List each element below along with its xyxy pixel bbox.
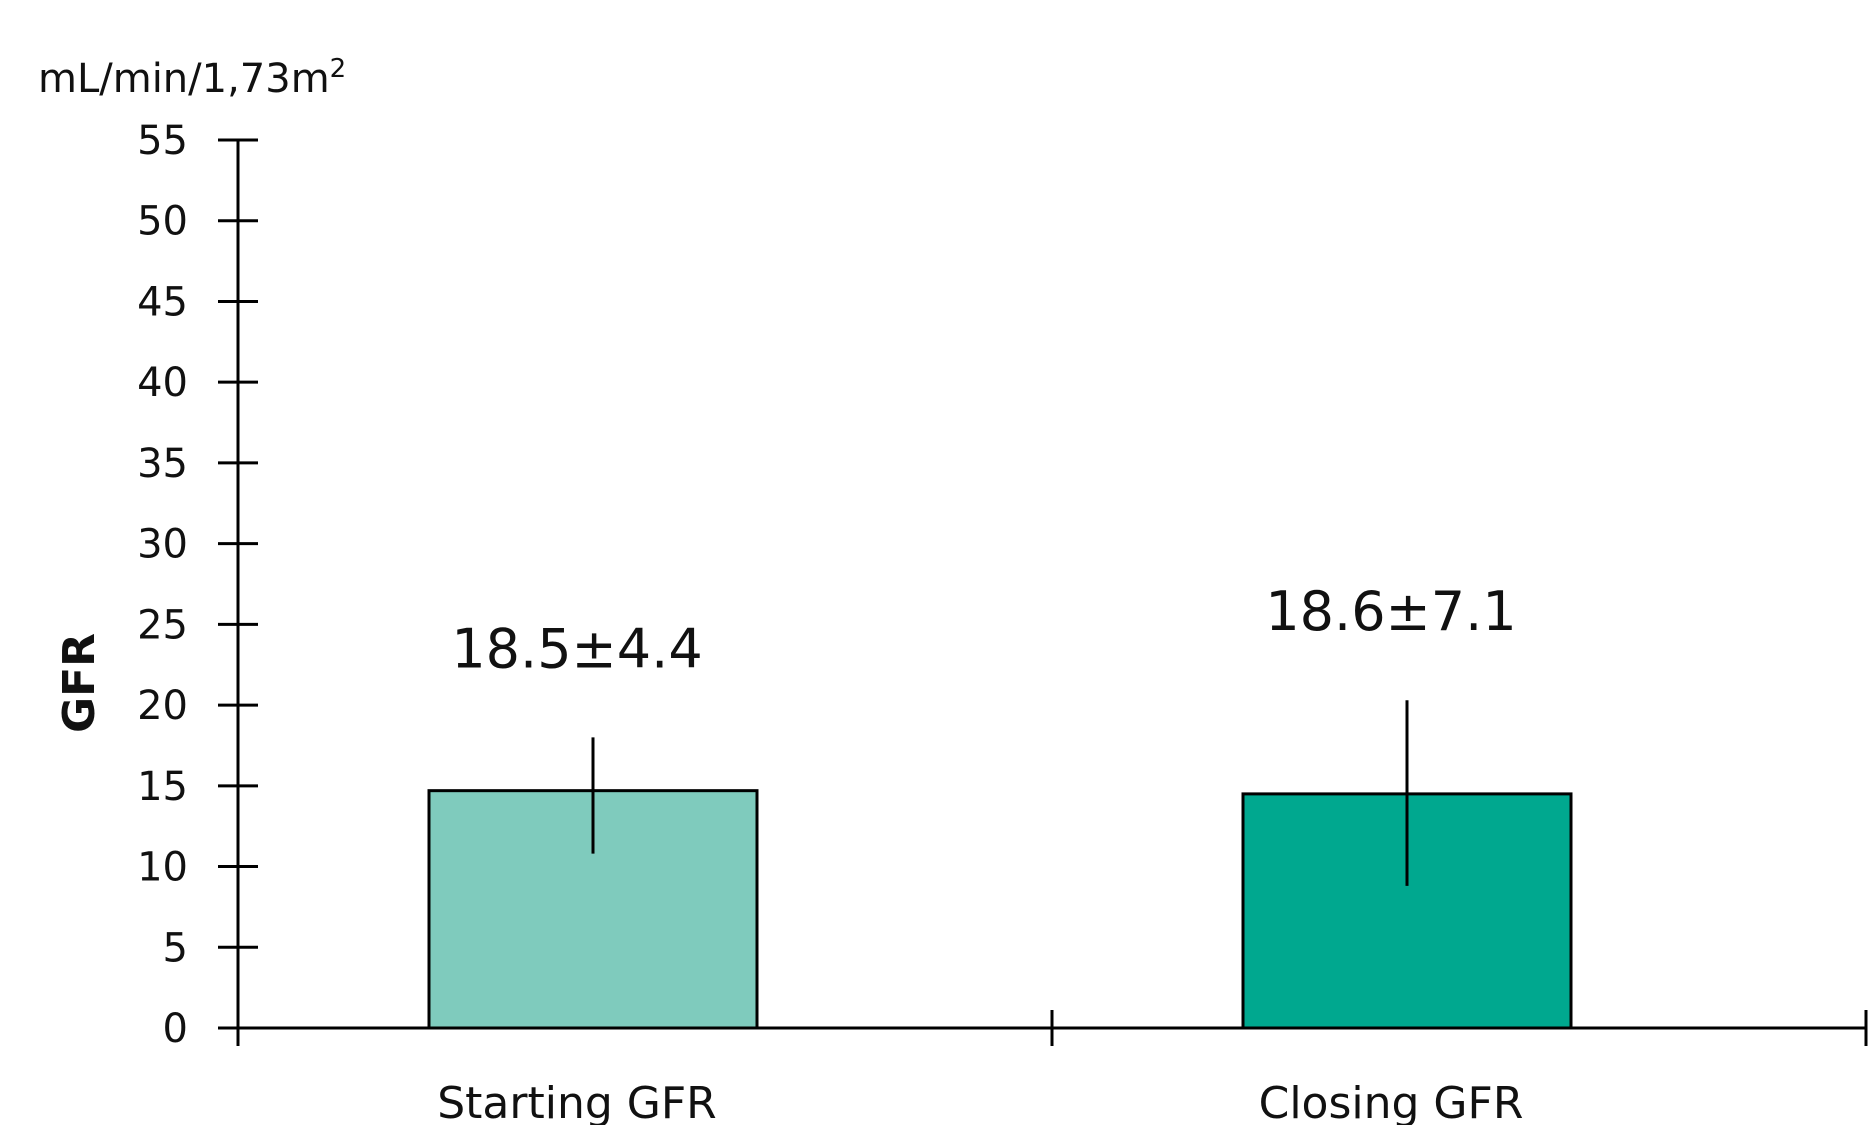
axes: 0 5 10 15 20 25 30 35 40 45 50 55 — [137, 118, 1868, 1052]
y-axis-title: GFR — [54, 633, 105, 733]
y-tick-label: 15 — [137, 764, 188, 810]
data-label: 18.5±4.4 — [451, 617, 702, 680]
category-label: Closing GFR — [1259, 1078, 1524, 1125]
bars — [427, 700, 1573, 1030]
y-tick-label: 45 — [137, 279, 188, 325]
data-label: 18.6±7.1 — [1265, 580, 1516, 643]
y-tick-label: 10 — [137, 845, 188, 891]
y-tick-label: 0 — [163, 1006, 188, 1052]
y-tick-label: 5 — [163, 925, 188, 971]
y-tick-label: 30 — [137, 522, 188, 568]
data-labels: 18.5±4.4 Starting GFR 18.6±7.1 Closing GFR — [437, 580, 1523, 1125]
y-tick-label: 40 — [137, 360, 188, 406]
y-tick-label: 20 — [137, 683, 188, 729]
y-tick-label: 35 — [137, 441, 188, 487]
unit-superscript: 2 — [330, 54, 347, 84]
unit-text: mL/min/1,73m — [38, 56, 330, 102]
y-axis-unit-label: mL/min/1,73m2 — [38, 54, 346, 102]
y-tick-label: 55 — [137, 118, 188, 164]
y-tick-label: 50 — [137, 199, 188, 245]
category-label: Starting GFR — [437, 1078, 717, 1125]
y-tick-label: 25 — [137, 602, 188, 648]
